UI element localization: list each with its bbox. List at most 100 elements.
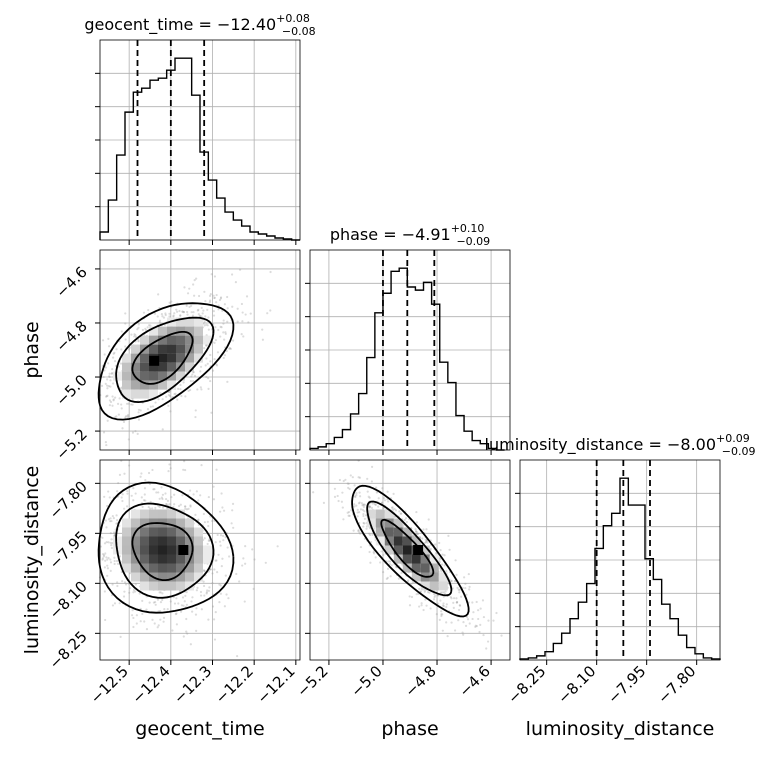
sample-point xyxy=(211,572,214,575)
sample-point xyxy=(213,275,217,278)
sample-point xyxy=(466,615,469,619)
sample-point xyxy=(219,592,223,595)
sample-point xyxy=(224,331,227,334)
sample-point xyxy=(112,531,116,534)
sample-point xyxy=(228,347,232,350)
sample-point xyxy=(474,625,477,629)
sample-point xyxy=(158,321,161,324)
sample-point xyxy=(118,473,122,476)
sample-point xyxy=(415,530,418,533)
density-cell xyxy=(176,344,185,354)
density-cell xyxy=(402,563,412,573)
sample-point xyxy=(151,618,154,621)
sample-point xyxy=(174,612,178,616)
sample-point xyxy=(362,513,365,516)
sample-point xyxy=(462,633,465,636)
sample-point xyxy=(190,375,193,378)
sample-point xyxy=(118,602,121,605)
density-cell xyxy=(194,335,203,345)
density-cell xyxy=(167,581,176,591)
sample-point xyxy=(185,591,188,594)
sample-point xyxy=(127,402,130,405)
sample-point xyxy=(333,487,337,490)
sample-point xyxy=(223,303,226,306)
sample-point xyxy=(369,540,373,544)
sample-point xyxy=(379,561,382,564)
sample-point xyxy=(312,491,315,494)
sample-point xyxy=(408,604,412,607)
sample-point xyxy=(370,480,373,483)
sample-point xyxy=(209,568,212,571)
x-tick-label-geocent_time: −12.1 xyxy=(253,662,298,707)
sample-point xyxy=(464,582,467,585)
sample-point xyxy=(403,518,406,522)
contour-phase-vs-luminosity_distance-3 xyxy=(351,484,470,618)
density-cell xyxy=(176,554,185,564)
sample-point xyxy=(159,601,163,604)
sample-point xyxy=(183,505,187,508)
sample-point xyxy=(477,609,480,612)
sample-point xyxy=(214,326,217,329)
sample-point xyxy=(204,299,207,303)
sample-point xyxy=(183,600,186,603)
sample-point xyxy=(393,507,396,511)
sample-point xyxy=(212,310,215,313)
sample-point xyxy=(464,624,468,627)
sample-point xyxy=(424,598,427,601)
sample-point xyxy=(136,432,139,435)
sample-point xyxy=(358,531,361,534)
density-cell xyxy=(194,344,203,354)
sample-point xyxy=(137,411,140,414)
sample-point xyxy=(399,512,402,515)
sample-point xyxy=(108,375,111,379)
density-cell xyxy=(158,536,167,546)
sample-point xyxy=(208,586,211,589)
density-cell xyxy=(149,563,158,573)
sample-point xyxy=(439,568,442,571)
sample-point xyxy=(195,589,198,592)
histogram-phase xyxy=(309,267,505,451)
sample-point xyxy=(241,311,244,314)
density-cell xyxy=(194,563,203,573)
density-cell xyxy=(122,545,131,555)
sample-point xyxy=(468,585,471,589)
sample-point xyxy=(113,534,116,537)
sample-point xyxy=(105,395,108,398)
sample-point xyxy=(374,503,377,507)
sample-point xyxy=(104,366,107,369)
y-tick-label-luminosity_distance: −8.10 xyxy=(46,577,91,622)
sample-point xyxy=(415,521,419,524)
sample-point xyxy=(440,613,443,616)
sample-point xyxy=(141,328,144,332)
sample-point xyxy=(142,499,146,502)
sample-point xyxy=(223,605,226,608)
sample-point xyxy=(415,593,418,596)
sample-point xyxy=(113,556,116,559)
density-cell xyxy=(131,518,140,528)
sample-point xyxy=(350,509,353,512)
sample-point xyxy=(111,368,114,371)
sample-point xyxy=(382,497,386,500)
contour-geocent_time-vs-luminosity_distance-2 xyxy=(115,502,215,599)
sample-point xyxy=(200,306,203,309)
sample-point xyxy=(184,594,187,597)
sample-point xyxy=(189,505,192,508)
density-peak xyxy=(413,545,424,555)
sample-point xyxy=(112,399,115,402)
sample-point xyxy=(398,510,401,513)
sample-point xyxy=(200,464,203,467)
sample-point xyxy=(205,357,208,360)
contour-geocent_time-vs-luminosity_distance-3 xyxy=(97,481,235,614)
sample-point xyxy=(492,619,495,622)
contour-phase-vs-luminosity_distance-2 xyxy=(366,500,453,597)
sample-point xyxy=(179,503,182,506)
density-cell xyxy=(140,353,149,363)
sample-point xyxy=(477,617,480,621)
sample-point xyxy=(472,611,475,614)
sample-point xyxy=(108,399,112,402)
density-cell xyxy=(194,554,203,564)
sample-point xyxy=(215,293,218,297)
sample-point xyxy=(458,604,461,607)
density-cell xyxy=(140,380,149,390)
sample-point xyxy=(159,591,162,594)
